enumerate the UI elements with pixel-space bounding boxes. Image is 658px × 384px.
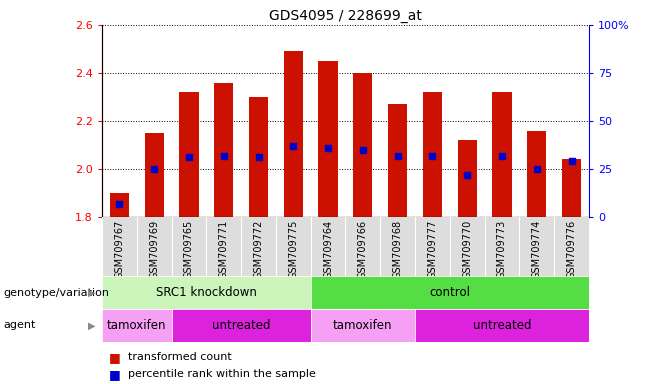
Text: ■: ■ [109, 351, 120, 364]
Point [184, 154, 194, 161]
Bar [562, 159, 581, 217]
Point [218, 152, 229, 159]
Bar [457, 140, 477, 217]
Text: control: control [429, 286, 470, 299]
Point [462, 172, 472, 178]
Text: ▶: ▶ [88, 320, 95, 331]
Text: GSM709769: GSM709769 [149, 220, 159, 279]
Bar [388, 104, 407, 217]
Text: GSM709774: GSM709774 [532, 220, 542, 279]
Text: untreated: untreated [212, 319, 270, 332]
Text: agent: agent [3, 320, 36, 331]
Text: GSM709766: GSM709766 [358, 220, 368, 279]
Point [323, 145, 334, 151]
Text: GSM709776: GSM709776 [567, 220, 576, 279]
Bar [415, 309, 589, 342]
Text: GSM709773: GSM709773 [497, 220, 507, 279]
Bar [353, 73, 372, 217]
Bar [172, 309, 311, 342]
Bar [423, 92, 442, 217]
Point [288, 143, 299, 149]
Bar [180, 92, 199, 217]
Title: GDS4095 / 228699_at: GDS4095 / 228699_at [269, 8, 422, 23]
Point [532, 166, 542, 172]
Bar [214, 83, 234, 217]
Text: transformed count: transformed count [128, 352, 232, 362]
Text: GSM709767: GSM709767 [114, 220, 124, 279]
FancyBboxPatch shape [102, 217, 589, 276]
Text: ▶: ▶ [88, 288, 95, 298]
Bar [249, 97, 268, 217]
Bar [102, 276, 311, 309]
Text: GSM709765: GSM709765 [184, 220, 194, 279]
Text: GSM709777: GSM709777 [428, 220, 438, 279]
Bar [145, 133, 164, 217]
Text: GSM709764: GSM709764 [323, 220, 333, 279]
Text: untreated: untreated [472, 319, 531, 332]
Text: percentile rank within the sample: percentile rank within the sample [128, 369, 316, 379]
Bar [492, 92, 511, 217]
Text: GSM709770: GSM709770 [462, 220, 472, 279]
Text: GSM709768: GSM709768 [393, 220, 403, 279]
Bar [311, 276, 589, 309]
Text: GSM709772: GSM709772 [253, 220, 263, 279]
Bar [318, 61, 338, 217]
Point [497, 152, 507, 159]
Point [427, 152, 438, 159]
Bar [527, 131, 546, 217]
Text: ■: ■ [109, 368, 120, 381]
Text: GSM709775: GSM709775 [288, 220, 298, 279]
Bar [102, 309, 172, 342]
Point [567, 158, 577, 164]
Text: GSM709771: GSM709771 [218, 220, 229, 279]
Point [392, 152, 403, 159]
Text: SRC1 knockdown: SRC1 knockdown [156, 286, 257, 299]
Bar [110, 193, 129, 217]
Text: tamoxifen: tamoxifen [333, 319, 393, 332]
Point [253, 154, 264, 161]
Text: genotype/variation: genotype/variation [3, 288, 109, 298]
Bar [284, 51, 303, 217]
Point [357, 147, 368, 153]
Point [149, 166, 159, 172]
Point [114, 200, 124, 207]
Text: tamoxifen: tamoxifen [107, 319, 166, 332]
Bar [311, 309, 415, 342]
